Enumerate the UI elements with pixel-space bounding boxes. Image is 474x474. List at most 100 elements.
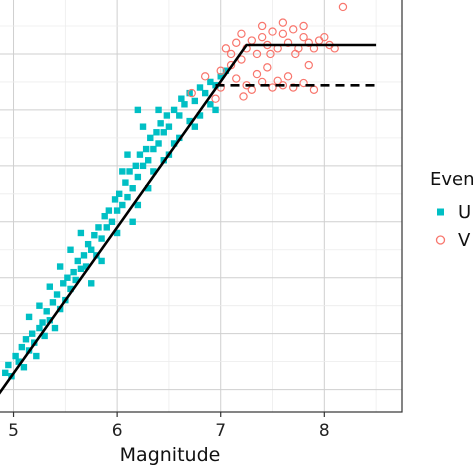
data-point-U (186, 89, 193, 97)
data-point-U (155, 140, 162, 147)
data-point-U (153, 129, 160, 136)
data-point-U (64, 274, 71, 281)
data-point-U (51, 324, 59, 332)
data-point-U (5, 361, 12, 369)
legend-key-U (437, 208, 444, 216)
data-point-U (145, 185, 152, 192)
data-point-U (77, 265, 85, 272)
data-point-V (239, 92, 248, 101)
data-point-U (163, 112, 171, 119)
data-point-U (139, 123, 147, 130)
data-point-U (119, 168, 126, 175)
data-point-V (237, 29, 246, 39)
data-point-U (126, 168, 133, 175)
data-point-U (91, 232, 98, 239)
data-point-U (119, 201, 126, 209)
data-point-V (283, 72, 293, 81)
plot-panel-border (0, 0, 403, 413)
data-point-U (196, 112, 204, 119)
data-point-U (84, 240, 92, 248)
data-point-U (46, 283, 53, 290)
fit-line-solid (0, 43, 377, 395)
data-point-U (217, 73, 224, 80)
data-point-V (283, 38, 293, 47)
data-point-U (196, 84, 204, 91)
x-tick-label: 6 (112, 421, 123, 441)
data-point-U (74, 257, 81, 265)
data-point-U (191, 97, 199, 105)
data-point-U (18, 343, 26, 351)
data-point-U (36, 302, 43, 309)
data-point-U (49, 299, 57, 306)
x-axis-ticks: 5 6 7 8 (8, 412, 330, 441)
data-point-U (98, 235, 105, 242)
data-point-U (95, 224, 102, 231)
data-point-U (20, 364, 28, 371)
data-point-U (155, 106, 162, 114)
data-point-U (28, 330, 36, 337)
data-point-U (33, 352, 40, 360)
data-point-V (309, 85, 319, 94)
data-point-V (268, 83, 277, 92)
data-point-U (113, 207, 121, 214)
data-point-U (88, 246, 95, 253)
data-point-V (211, 94, 220, 103)
data-point-V (304, 60, 313, 70)
data-point-U (25, 313, 33, 321)
data-point-U (88, 280, 95, 287)
data-point-V (304, 38, 313, 47)
data-point-U (207, 101, 214, 108)
data-point-U (80, 252, 88, 259)
data-point-U (105, 207, 113, 214)
legend-label-U: U (458, 202, 471, 223)
data-point-V (291, 49, 300, 59)
data-point-U (36, 324, 43, 332)
data-point-U (129, 185, 136, 192)
data-point-U (129, 218, 136, 225)
data-points (2, 2, 348, 380)
data-point-U (124, 151, 131, 158)
data-point-V (216, 66, 225, 75)
data-point-V (187, 88, 196, 98)
data-point-U (103, 224, 110, 231)
data-point-U (186, 117, 193, 125)
x-tick-label: 5 (8, 421, 19, 441)
data-point-V (299, 21, 308, 31)
data-point-V (314, 36, 324, 45)
data-point-U (72, 276, 79, 284)
data-point-U (176, 112, 183, 119)
data-point-U (70, 268, 77, 276)
data-point-U (116, 190, 123, 198)
data-point-U (77, 229, 85, 237)
legend: Even UV (430, 169, 474, 251)
data-point-U (134, 106, 142, 114)
data-point-U (201, 89, 209, 97)
data-point-U (150, 168, 157, 175)
data-point-U (22, 336, 30, 343)
data-point-U (207, 78, 214, 86)
data-point-U (124, 193, 131, 201)
data-point-U (60, 280, 67, 287)
data-point-V (257, 21, 267, 31)
data-point-V (257, 32, 267, 42)
data-point-U (67, 246, 74, 253)
data-point-V (320, 32, 329, 42)
data-point-V (268, 27, 277, 36)
data-point-U (43, 308, 50, 315)
data-point-U (56, 263, 64, 270)
data-point-U (15, 358, 22, 365)
data-point-V (289, 83, 298, 92)
data-point-U (41, 332, 48, 340)
data-point-V (232, 38, 241, 47)
data-point-U (170, 106, 178, 114)
grid-lines (0, 0, 402, 412)
data-point-U (101, 212, 108, 220)
data-point-V (252, 49, 262, 59)
data-point-U (108, 218, 116, 225)
data-point-V (252, 69, 262, 79)
data-point-U (142, 145, 150, 153)
legend-title: Even (430, 169, 474, 190)
data-point-U (178, 95, 185, 102)
fit-lines (0, 43, 377, 395)
